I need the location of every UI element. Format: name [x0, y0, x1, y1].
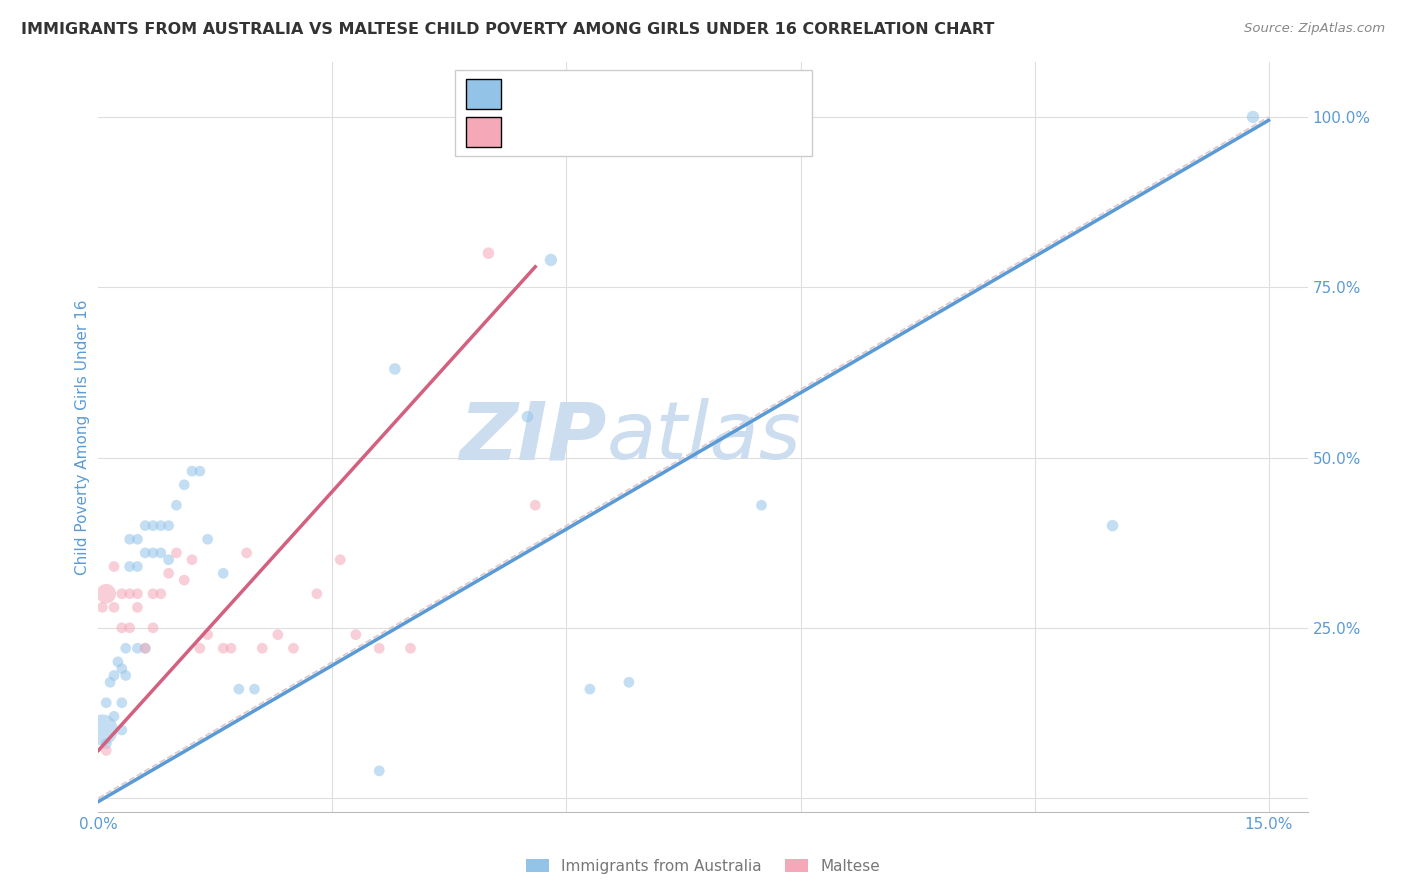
Point — [111, 723, 134, 737]
Point — [103, 559, 125, 574]
Point — [91, 723, 114, 737]
Y-axis label: Child Poverty Among Girls Under 16: Child Poverty Among Girls Under 16 — [75, 300, 90, 574]
Point — [1241, 110, 1264, 124]
Point — [267, 627, 290, 641]
Point — [197, 533, 219, 547]
Point — [134, 641, 156, 656]
Point — [149, 518, 172, 533]
Point — [103, 600, 125, 615]
Point — [173, 573, 195, 587]
Point — [118, 621, 141, 635]
Point — [751, 498, 773, 512]
Point — [103, 668, 125, 682]
Point — [96, 743, 118, 757]
Point — [118, 559, 141, 574]
Point — [219, 641, 242, 656]
Point — [142, 621, 165, 635]
Point — [399, 641, 422, 656]
Point — [149, 587, 172, 601]
Point — [252, 641, 274, 656]
Point — [157, 518, 180, 533]
Point — [157, 552, 180, 566]
Text: atlas: atlas — [606, 398, 801, 476]
Point — [127, 600, 149, 615]
Point — [157, 566, 180, 581]
Point — [228, 682, 250, 697]
Point — [107, 655, 129, 669]
Point — [477, 246, 499, 260]
Point — [114, 668, 136, 682]
Text: Source: ZipAtlas.com: Source: ZipAtlas.com — [1244, 22, 1385, 36]
Point — [579, 682, 602, 697]
Point — [524, 498, 547, 512]
Point — [118, 533, 141, 547]
Point — [344, 627, 367, 641]
Point — [516, 409, 538, 424]
Point — [283, 641, 305, 656]
Point — [134, 641, 156, 656]
Point — [127, 587, 149, 601]
Point — [181, 464, 204, 478]
Point — [142, 587, 165, 601]
Point — [197, 627, 219, 641]
Point — [181, 552, 204, 566]
Point — [127, 641, 149, 656]
Point — [540, 252, 562, 267]
Point — [149, 546, 172, 560]
Point — [96, 696, 118, 710]
Point — [165, 498, 187, 512]
Point — [98, 675, 121, 690]
Point — [1101, 518, 1123, 533]
Point — [617, 675, 640, 690]
Text: IMMIGRANTS FROM AUSTRALIA VS MALTESE CHILD POVERTY AMONG GIRLS UNDER 16 CORRELAT: IMMIGRANTS FROM AUSTRALIA VS MALTESE CHI… — [21, 22, 994, 37]
Point — [188, 464, 211, 478]
Point — [235, 546, 257, 560]
Point — [118, 587, 141, 601]
Point — [134, 546, 156, 560]
Point — [127, 559, 149, 574]
Point — [111, 621, 134, 635]
Point — [103, 709, 125, 723]
Point — [212, 641, 235, 656]
Point — [142, 518, 165, 533]
Point — [305, 587, 328, 601]
Text: ZIP: ZIP — [458, 398, 606, 476]
Point — [368, 764, 391, 778]
Point — [212, 566, 235, 581]
Point — [111, 696, 134, 710]
Point — [368, 641, 391, 656]
Point — [91, 600, 114, 615]
Point — [134, 518, 156, 533]
Point — [111, 662, 134, 676]
Point — [96, 737, 118, 751]
Point — [114, 641, 136, 656]
Legend: Immigrants from Australia, Maltese: Immigrants from Australia, Maltese — [520, 853, 886, 880]
Point — [384, 362, 406, 376]
Point — [243, 682, 266, 697]
Point — [142, 546, 165, 560]
Point — [173, 477, 195, 491]
Point — [188, 641, 211, 656]
Point — [329, 552, 352, 566]
Point — [111, 587, 134, 601]
Point — [96, 587, 118, 601]
Point — [127, 533, 149, 547]
Point — [165, 546, 187, 560]
